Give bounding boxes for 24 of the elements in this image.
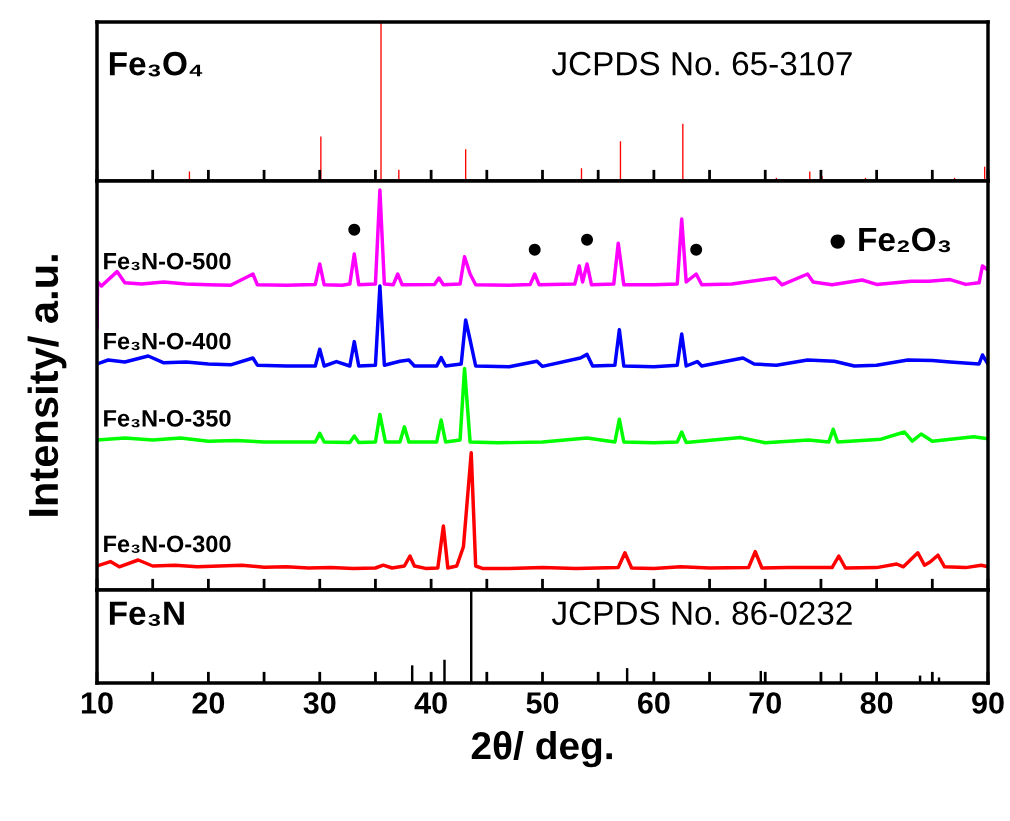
- annotation: ●: [348, 223, 361, 236]
- annotation: ●: [528, 243, 541, 256]
- x-tick-label: 70: [749, 692, 781, 714]
- x-tick-label: 20: [192, 692, 225, 714]
- series-label: Fe₃N-O-500: [104, 252, 231, 271]
- series-label: Fe₃N-O-400: [104, 332, 231, 351]
- text: Fe₃O₄: [109, 51, 203, 77]
- annotation: JCPDS No. 86-0232: [551, 601, 852, 625]
- annotation: ● Fe₂O₃: [830, 227, 951, 253]
- series-label: Fe₃N-O-300: [104, 535, 231, 553]
- x-axis-title: 2θ/ deg.: [471, 730, 612, 768]
- x-tick-label: 30: [303, 692, 336, 714]
- annotation: ●: [581, 233, 594, 246]
- text: Fe₃N: [109, 601, 184, 626]
- x-tick-label: 60: [638, 692, 670, 714]
- annotation: JCPDS No. 65-3107: [551, 51, 852, 76]
- y-axis-title: Intensity/ a.u.: [27, 255, 67, 516]
- annotation: ●: [690, 243, 703, 256]
- x-tick-label: 10: [81, 692, 113, 714]
- x-tick-label: 90: [972, 692, 1004, 714]
- x-tick-label: 40: [414, 692, 447, 714]
- series-label: Fe₃N-O-350: [104, 409, 231, 428]
- x-tick-label: 50: [526, 692, 559, 714]
- x-tick-label: 80: [860, 692, 893, 714]
